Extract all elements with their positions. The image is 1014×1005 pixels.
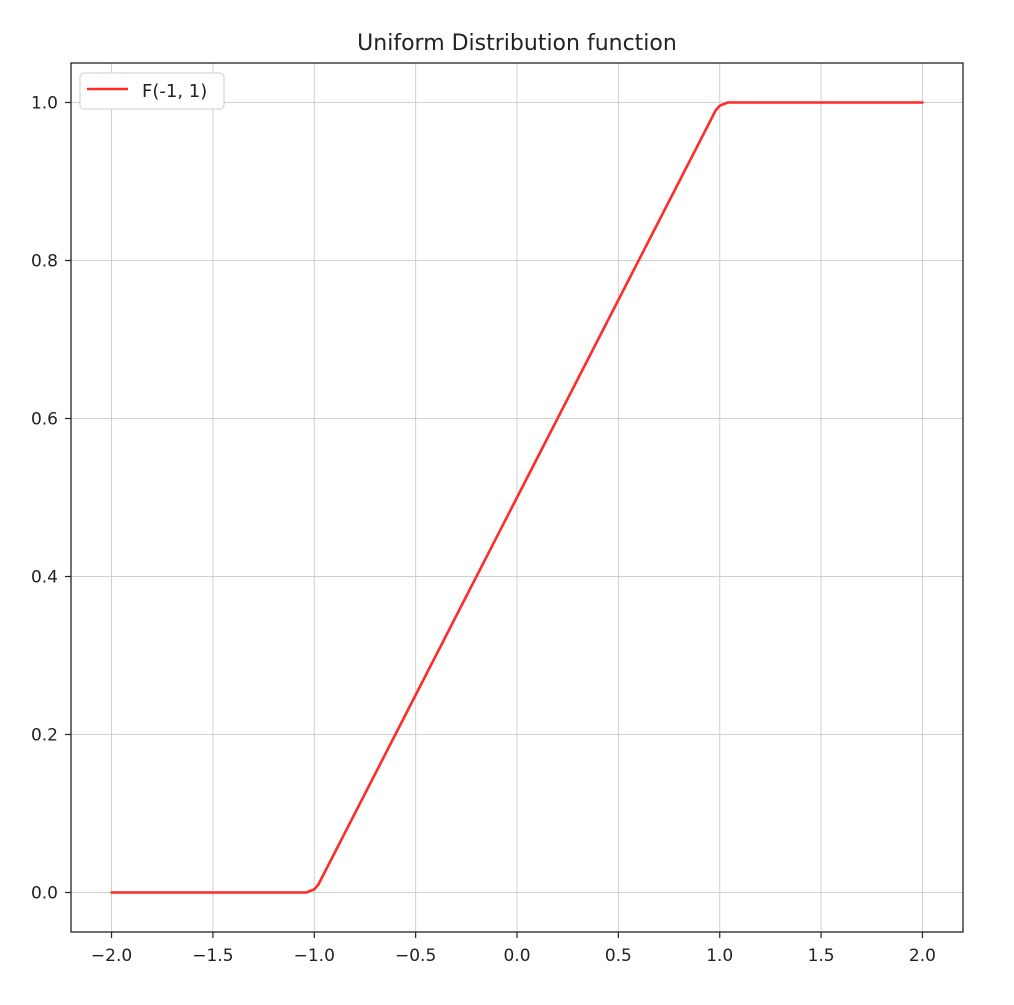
legend-label: F(-1, 1) (142, 81, 207, 102)
x-tick-label: −0.5 (395, 946, 436, 966)
y-tick-label: 1.0 (31, 94, 58, 114)
chart-title: Uniform Distribution function (357, 31, 677, 56)
x-tick-label: 2.0 (909, 946, 936, 966)
x-tick-label: 0.5 (605, 946, 632, 966)
y-tick-label: 0.4 (31, 568, 58, 588)
y-tick-label: 0.0 (31, 884, 58, 904)
series-layer (110, 101, 924, 894)
x-tick-label: −1.5 (192, 946, 233, 966)
series-line (110, 101, 924, 894)
x-tick-label: 1.0 (706, 946, 733, 966)
y-tick-label: 0.2 (31, 726, 58, 746)
x-tick-label: −2.0 (91, 946, 132, 966)
x-tick-label: 1.5 (808, 946, 835, 966)
x-tick-label: 0.0 (503, 946, 530, 966)
y-axis: 0.0 0.2 0.4 0.6 0.8 1.0 (31, 94, 71, 904)
x-tick-label: −1.0 (294, 946, 335, 966)
x-axis: −2.0 −1.5 −1.0 −0.5 0.0 0.5 1.0 1.5 2.0 (91, 932, 936, 966)
y-tick-label: 0.6 (31, 410, 58, 430)
legend: F(-1, 1) (79, 72, 225, 110)
legend-box (79, 72, 225, 110)
y-tick-label: 0.8 (31, 252, 58, 272)
